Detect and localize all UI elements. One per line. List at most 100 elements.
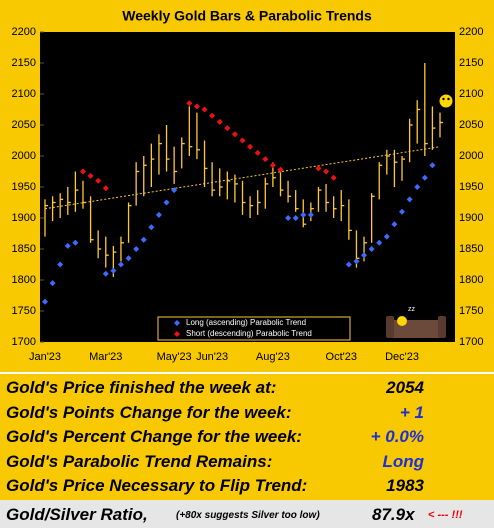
- x-tick-label: Mar'23: [89, 351, 122, 363]
- trend-dot: [323, 168, 330, 175]
- trend-dot: [64, 242, 71, 249]
- trend-dot: [247, 143, 254, 150]
- x-tick-label: Aug'23: [256, 351, 290, 363]
- y2-tick-label: 1750: [459, 305, 483, 317]
- trend-dot: [49, 280, 56, 287]
- legend-marker: [174, 331, 180, 337]
- trend-dot: [277, 166, 284, 173]
- stat-value: + 1: [399, 402, 424, 422]
- stat-label: Gold's Price finished the week at:: [6, 378, 277, 397]
- trend-dot: [57, 261, 64, 268]
- trend-dot: [353, 258, 360, 265]
- separator: [0, 372, 494, 374]
- trend-dot: [42, 298, 48, 305]
- smiley: [438, 93, 454, 109]
- stat-value: 2054: [386, 378, 424, 397]
- trend-dot: [216, 118, 223, 125]
- y2-tick-label: 1850: [459, 243, 483, 255]
- stat-row: Gold's Price Necessary to Flip Trend: 198…: [0, 474, 494, 498]
- trend-dot: [171, 187, 178, 194]
- stat-row: Gold's Parabolic Trend Remains: Long: [0, 450, 494, 474]
- y2-tick-label: 2200: [459, 26, 483, 38]
- trend-dot: [285, 215, 292, 221]
- y-tick-label: 1700: [12, 336, 36, 348]
- y2-tick-label: 1700: [459, 336, 483, 348]
- trend-dot: [87, 172, 94, 179]
- trend-dot: [376, 239, 383, 246]
- y-tick-label: 2100: [12, 88, 36, 100]
- trend-dot: [133, 246, 140, 252]
- x-tick-label: May'23: [157, 351, 192, 363]
- trend-dot: [414, 184, 421, 190]
- trend-dot: [421, 174, 428, 181]
- trend-dot: [330, 174, 337, 181]
- trend-dot: [155, 211, 162, 218]
- ratio-label: Gold/Silver Ratio,: [6, 505, 148, 524]
- y-tick-label: 1800: [12, 274, 36, 286]
- x-tick-label: Oct'23: [326, 351, 357, 363]
- trend-dot: [110, 267, 117, 274]
- trend-dot: [239, 137, 246, 144]
- trend-dot: [231, 131, 238, 138]
- trend-dot: [148, 224, 155, 231]
- trend-dot: [102, 185, 109, 192]
- trend-dot: [292, 215, 299, 221]
- trend-dot: [391, 221, 398, 228]
- x-tick-label: Jun'23: [196, 351, 228, 363]
- y2-tick-label: 2050: [459, 119, 483, 131]
- trend-dot: [429, 162, 436, 169]
- trend-dot: [102, 270, 109, 277]
- stat-row: Gold's Price finished the week at: 2054: [0, 376, 494, 400]
- stat-label: Gold's Price Necessary to Flip Trend:: [6, 476, 308, 495]
- trend-dot: [345, 261, 352, 268]
- trend-dot: [201, 106, 208, 113]
- trend-dot: [95, 177, 102, 184]
- trend-dot: [117, 261, 124, 268]
- trend-dot: [193, 103, 200, 110]
- stat-value: 1983: [386, 476, 424, 495]
- legend-label: Long (ascending) Parabolic Trend: [186, 318, 306, 327]
- stat-row: Gold's Points Change for the week: + 1: [0, 401, 494, 425]
- legend-marker: [174, 320, 180, 326]
- trend-dot: [368, 246, 375, 252]
- trend-line: [44, 146, 441, 210]
- ratio-value: 87.9x: [372, 505, 415, 524]
- ratio-row: Gold/Silver Ratio, (+80x suggests Silver…: [0, 500, 494, 528]
- plot-area: [40, 32, 455, 342]
- trend-dot: [383, 233, 390, 240]
- y2-tick-label: 1950: [459, 181, 483, 193]
- y2-tick-label: 1800: [459, 274, 483, 286]
- trend-dot: [254, 149, 261, 156]
- trend-dot: [186, 100, 193, 107]
- ratio-note: (+80x suggests Silver too low): [176, 510, 320, 521]
- y-tick-label: 2200: [12, 26, 36, 38]
- y-tick-label: 1950: [12, 181, 36, 193]
- trend-dot: [140, 236, 147, 243]
- svg-text:zz: zz: [408, 306, 416, 313]
- trend-dot: [72, 239, 79, 246]
- stat-row: Gold's Percent Change for the week: + 0.0…: [0, 425, 494, 449]
- y2-tick-label: 2000: [459, 150, 483, 162]
- y2-tick-label: 2150: [459, 57, 483, 69]
- chart: Weekly Gold Bars & Parabolic Trends zz 1…: [12, 8, 484, 363]
- trend-dot: [163, 199, 170, 206]
- trend-dot: [209, 112, 216, 119]
- trend-dot: [125, 255, 132, 262]
- stat-label: Gold's Points Change for the week:: [6, 402, 292, 422]
- x-tick-label: Jan'23: [29, 351, 61, 363]
- trend-dot: [361, 252, 368, 259]
- trend-dot: [399, 208, 406, 215]
- y-tick-label: 1900: [12, 212, 36, 224]
- y-tick-label: 1850: [12, 243, 36, 255]
- trend-dot: [269, 162, 276, 169]
- trend-dot: [315, 165, 322, 172]
- y-tick-label: 2000: [12, 150, 36, 162]
- y-tick-label: 2150: [12, 57, 36, 69]
- stat-label: Gold's Parabolic Trend Remains:: [6, 451, 273, 471]
- trend-dot: [300, 211, 307, 218]
- y2-tick-label: 2100: [459, 88, 483, 100]
- sofa-icon: zz: [386, 306, 446, 338]
- y2-tick-label: 1900: [459, 212, 483, 224]
- chart-title: Weekly Gold Bars & Parabolic Trends: [122, 8, 372, 24]
